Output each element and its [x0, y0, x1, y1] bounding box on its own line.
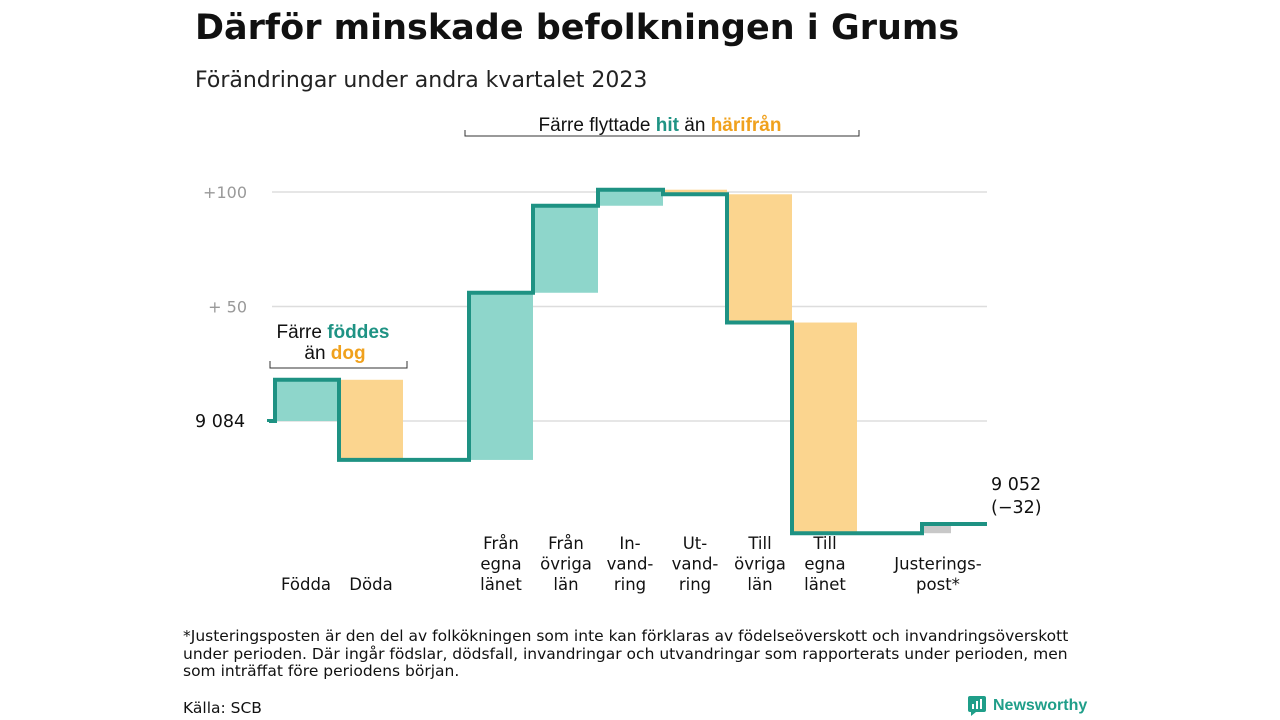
bar-increase	[275, 379, 339, 421]
annotation-migration-line: Färre flyttade hit än härifrån	[539, 115, 782, 136]
y-tick-label: + 50	[208, 298, 247, 317]
category-label: egna	[804, 555, 845, 574]
source-note: Källa: SCB	[183, 699, 262, 717]
annotation-text: än	[679, 115, 711, 136]
annotation-births-line1: Färre föddes	[277, 322, 390, 343]
end-value-label: 9 052	[991, 475, 1041, 495]
bar-adjustment	[922, 524, 951, 534]
footnote: *Justeringsposten är den del av folkökni…	[183, 627, 1069, 680]
waterfall-chart: +100 + 50 9 084 9 052 (−32) Födda Döda Från egna…	[195, 115, 1042, 594]
annotation-text: Färre	[277, 322, 328, 343]
brand-logo[interactable]: Newsworthy	[968, 696, 1087, 716]
category-label: Till	[812, 534, 836, 553]
annotation-text: dog	[331, 343, 366, 364]
annotation-text: hit	[656, 115, 680, 136]
end-change-label: (−32)	[991, 498, 1042, 518]
category-label: egna	[480, 555, 521, 574]
category-label: Från	[548, 534, 584, 553]
bar-increase	[469, 292, 533, 460]
chart-title: Därför minskade befolkningen i Grums	[195, 8, 960, 48]
bar-decrease	[663, 189, 727, 195]
category-label: In-	[619, 534, 640, 553]
category-label: Från	[483, 534, 519, 553]
annotation-bracket-migration	[464, 130, 860, 137]
annotation-text: Färre flyttade	[539, 115, 656, 136]
category-label: Födda	[281, 575, 331, 594]
chart-subtitle: Förändringar under andra kvartalet 2023	[195, 68, 648, 93]
annotation-text: än	[304, 343, 330, 364]
category-label: Till	[747, 534, 771, 553]
y-tick-label: +100	[203, 183, 247, 202]
category-label: län	[553, 575, 578, 594]
bar-increase	[533, 205, 598, 293]
category-label: övriga	[734, 555, 786, 574]
category-label: vand-	[672, 555, 719, 574]
annotation-text: härifrån	[711, 115, 782, 136]
start-value-label: 9 084	[195, 412, 245, 432]
bar-decrease	[792, 322, 857, 534]
category-label: ring	[679, 575, 711, 594]
category-label: vand-	[607, 555, 654, 574]
category-label: post*	[916, 575, 960, 594]
category-label: ring	[614, 575, 646, 594]
annotation-births-line2: än dog	[304, 343, 365, 364]
category-label: Justerings-	[893, 555, 981, 574]
annotation-bracket-births	[269, 361, 408, 369]
newsworthy-logo-icon	[968, 696, 986, 716]
category-label: län	[747, 575, 772, 594]
category-label: övriga	[540, 555, 592, 574]
category-label: Ut-	[683, 534, 708, 553]
category-label: länet	[480, 575, 522, 594]
category-label: Döda	[349, 575, 392, 594]
bar-decrease	[727, 194, 792, 323]
category-label: länet	[804, 575, 846, 594]
bar-increase	[598, 189, 663, 206]
cumulative-step-line	[267, 187, 987, 536]
brand-name: Newsworthy	[993, 697, 1088, 714]
bar-decrease	[341, 379, 403, 460]
annotation-text: föddes	[327, 322, 389, 343]
